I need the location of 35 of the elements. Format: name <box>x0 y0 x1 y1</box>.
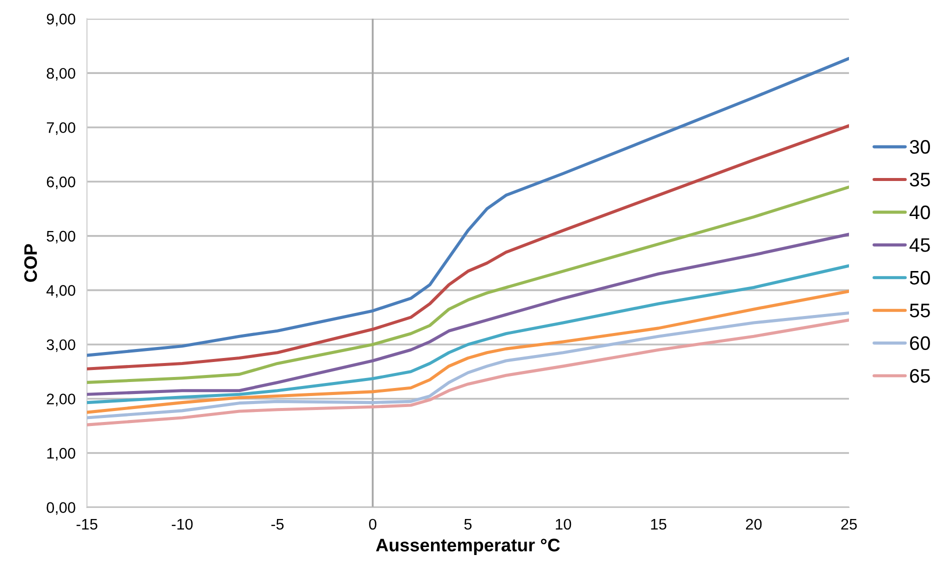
legend-label: 55 <box>910 304 930 318</box>
y-axis-title: COP <box>24 244 37 282</box>
x-tick-label: 0 <box>369 518 376 530</box>
legend-label: 30 <box>910 140 930 154</box>
y-tick-label: 2,00 <box>46 394 76 406</box>
y-tick-label: 8,00 <box>46 68 76 81</box>
line-series <box>86 186 849 384</box>
x-tick-label: 15 <box>651 518 666 530</box>
legend-label: 50 <box>910 270 930 285</box>
x-axis-title: Aussentemperatur °C <box>376 538 560 556</box>
legend-label: 60 <box>910 336 930 350</box>
x-tick-label: 25 <box>841 518 857 530</box>
x-tick-label: -10 <box>172 518 193 530</box>
legend-label: 35 <box>910 172 930 186</box>
legend-label: 65 <box>910 368 930 383</box>
line-series <box>86 290 849 414</box>
y-tick-label: 7,00 <box>46 122 76 135</box>
y-tick-label: 5,00 <box>46 230 76 244</box>
legend-label: 40 <box>910 205 930 220</box>
x-tick-label: -15 <box>76 518 98 530</box>
x-tick-label: 20 <box>746 518 762 530</box>
line-series <box>86 124 849 370</box>
line-series <box>86 232 849 396</box>
y-tick-label: 1,00 <box>47 448 76 461</box>
x-tick-label: 5 <box>464 518 472 530</box>
y-tick-label: 6,00 <box>46 176 76 190</box>
y-tick-label: 0,00 <box>46 502 76 515</box>
line-series <box>86 264 849 404</box>
y-tick-label: 4,00 <box>46 285 76 298</box>
y-tick-label: 9,00 <box>46 14 76 26</box>
legend-label: 45 <box>910 238 930 252</box>
x-tick-label: -5 <box>271 518 284 530</box>
y-tick-label: 3,00 <box>46 339 76 352</box>
line-series <box>86 56 849 357</box>
x-tick-label: 10 <box>556 518 572 530</box>
